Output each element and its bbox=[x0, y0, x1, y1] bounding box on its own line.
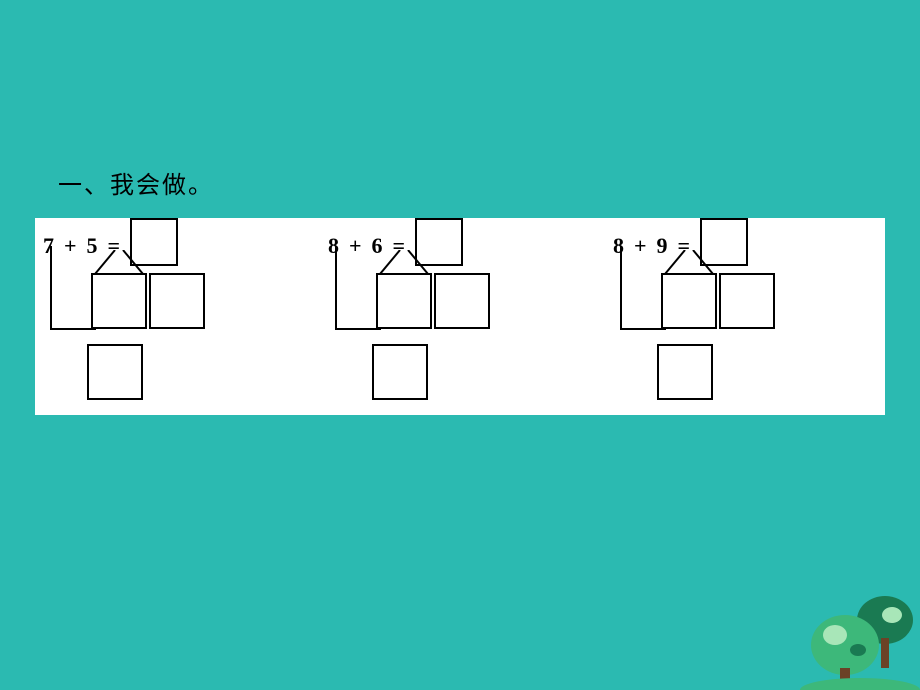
vertical-connector bbox=[620, 246, 622, 330]
section-title: 一、我会做。 bbox=[58, 165, 214, 200]
operator: + bbox=[634, 235, 647, 257]
split-boxes bbox=[91, 273, 205, 329]
horizontal-connector bbox=[50, 328, 96, 330]
operand-a: 8 bbox=[613, 235, 624, 257]
split-boxes bbox=[376, 273, 490, 329]
sum-box[interactable] bbox=[372, 344, 428, 400]
split-box-left[interactable] bbox=[91, 273, 147, 329]
split-box-right[interactable] bbox=[434, 273, 490, 329]
operand-a: 7 bbox=[43, 235, 54, 257]
problem-2: 8 + 6 = bbox=[320, 218, 600, 399]
horizontal-connector bbox=[620, 328, 666, 330]
problem-1: 7 + 5 = bbox=[35, 218, 315, 399]
sum-box[interactable] bbox=[657, 344, 713, 400]
sum-box[interactable] bbox=[87, 344, 143, 400]
split-box-right[interactable] bbox=[719, 273, 775, 329]
vertical-connector bbox=[50, 246, 52, 330]
split-box-left[interactable] bbox=[661, 273, 717, 329]
problem-3: 8 + 9 = bbox=[605, 218, 885, 399]
split-box-left[interactable] bbox=[376, 273, 432, 329]
horizontal-connector bbox=[335, 328, 381, 330]
operator: + bbox=[349, 235, 362, 257]
operand-a: 8 bbox=[328, 235, 339, 257]
split-boxes bbox=[661, 273, 775, 329]
operator: + bbox=[64, 235, 77, 257]
worksheet-area: 7 + 5 = 8 + 6 = bbox=[35, 218, 885, 415]
vertical-connector bbox=[335, 246, 337, 330]
split-box-right[interactable] bbox=[149, 273, 205, 329]
bush-decoration-icon bbox=[790, 590, 920, 690]
